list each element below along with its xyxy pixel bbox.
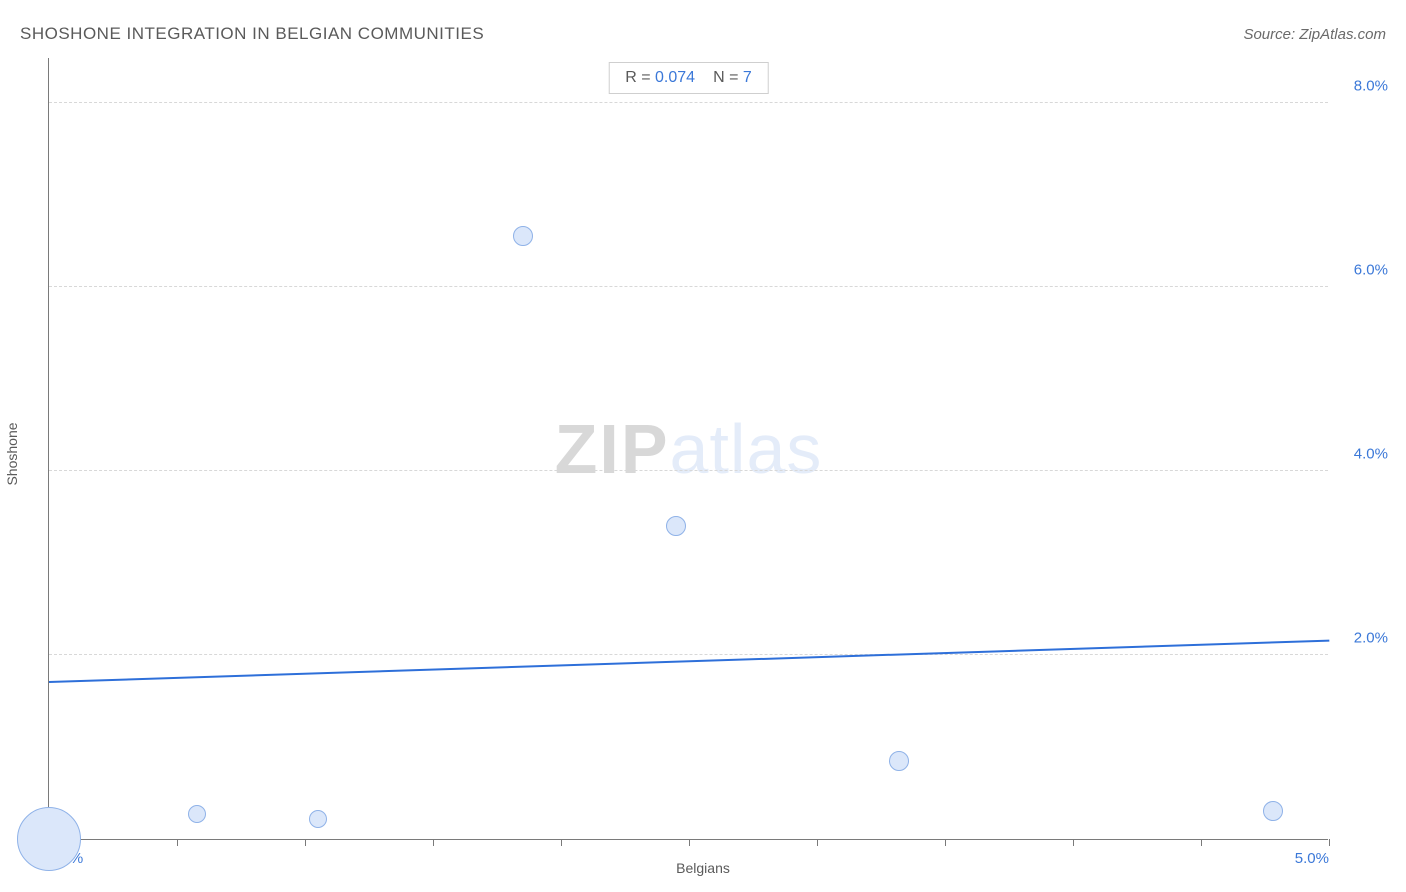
x-tick xyxy=(305,839,306,846)
x-tick xyxy=(945,839,946,846)
trend-line xyxy=(49,639,1329,682)
data-point xyxy=(666,516,686,536)
watermark: ZIPatlas xyxy=(555,409,823,489)
x-axis-label: Belgians xyxy=(676,860,730,876)
y-tick-label: 4.0% xyxy=(1354,446,1388,463)
data-point xyxy=(1263,801,1283,821)
x-tick xyxy=(1201,839,1202,846)
watermark-zip: ZIP xyxy=(555,410,670,488)
x-tick xyxy=(1073,839,1074,846)
data-point xyxy=(17,807,81,871)
x-tick xyxy=(689,839,690,846)
gridline xyxy=(49,470,1328,471)
stats-box: R = 0.074 N = 7 xyxy=(608,62,769,94)
x-tick xyxy=(817,839,818,846)
data-point xyxy=(889,751,909,771)
chart-source: Source: ZipAtlas.com xyxy=(1243,26,1386,43)
data-point xyxy=(309,810,327,828)
y-axis-label: Shoshone xyxy=(4,422,20,485)
gridline xyxy=(49,286,1328,287)
data-point xyxy=(188,805,206,823)
watermark-atlas: atlas xyxy=(670,410,823,488)
data-point xyxy=(513,226,533,246)
chart-title: SHOSHONE INTEGRATION IN BELGIAN COMMUNIT… xyxy=(20,24,484,44)
plot-area: ZIPatlas R = 0.074 N = 7 2.0%4.0%6.0%8.0… xyxy=(48,58,1328,840)
x-tick xyxy=(561,839,562,846)
gridline xyxy=(49,654,1328,655)
x-tick xyxy=(1329,839,1330,846)
chart-header: SHOSHONE INTEGRATION IN BELGIAN COMMUNIT… xyxy=(20,24,1386,44)
stat-r: R = 0.074 xyxy=(625,69,695,87)
x-tick-label: 5.0% xyxy=(1295,850,1329,867)
y-tick-label: 2.0% xyxy=(1354,630,1388,647)
gridline xyxy=(49,102,1328,103)
y-tick-label: 6.0% xyxy=(1354,262,1388,279)
x-tick xyxy=(177,839,178,846)
x-tick xyxy=(433,839,434,846)
y-tick-label: 8.0% xyxy=(1354,78,1388,95)
stat-n: N = 7 xyxy=(713,69,752,87)
